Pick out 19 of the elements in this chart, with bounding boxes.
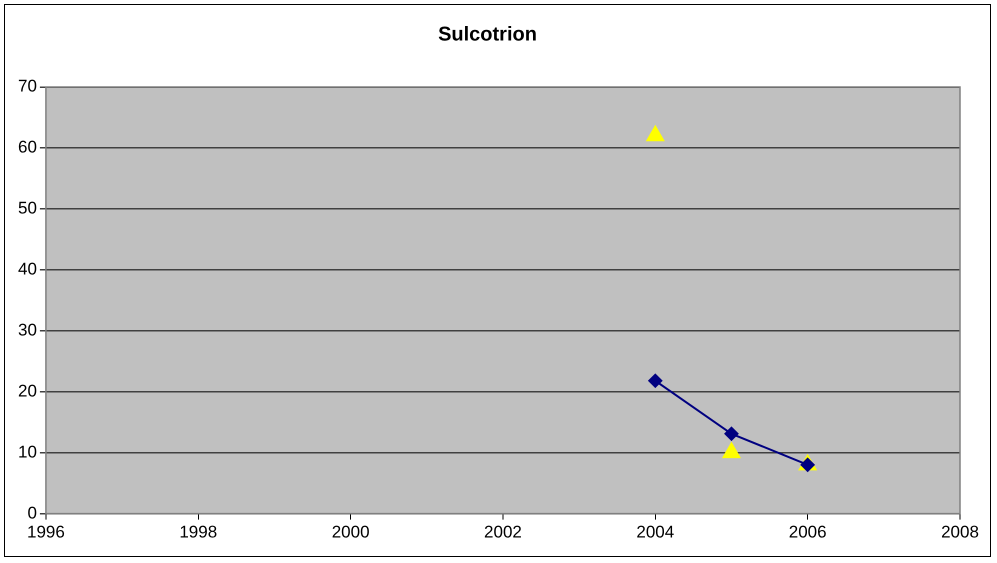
y-tick-label: 30 (18, 320, 37, 340)
x-tick-label: 2004 (636, 522, 674, 542)
point (648, 374, 662, 388)
y-tick-label: 0 (27, 503, 37, 522)
x-tick-label: 1998 (179, 522, 218, 542)
x-tick-label: 2000 (332, 522, 370, 542)
y-tick-label: 50 (18, 198, 37, 218)
x-tick-label: 2002 (484, 522, 522, 542)
y-tick-label: 20 (18, 381, 37, 400)
x-tick-label: 2006 (788, 522, 827, 542)
chart-title: Sulcotrion (438, 24, 537, 46)
y-tick-label: 60 (18, 138, 37, 157)
point (724, 426, 738, 441)
y-tick-label: 70 (18, 76, 37, 96)
point (646, 126, 664, 142)
x-tick-label: 2008 (941, 522, 979, 542)
y-tick-label: 40 (18, 260, 37, 279)
x-tick-label: 1996 (26, 522, 65, 542)
y-tick-label: 10 (18, 442, 37, 462)
